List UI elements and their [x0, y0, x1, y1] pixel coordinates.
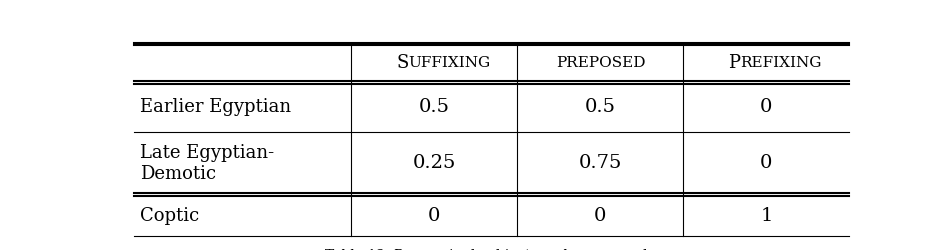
Text: 0.5: 0.5 — [419, 98, 450, 116]
Text: Earlier Egyptian: Earlier Egyptian — [140, 98, 290, 116]
Text: 0: 0 — [428, 206, 441, 224]
Text: 0.75: 0.75 — [579, 154, 622, 172]
Text: P: P — [728, 54, 740, 72]
Text: 0: 0 — [761, 154, 773, 172]
Text: S: S — [396, 54, 408, 72]
Text: 0: 0 — [594, 206, 606, 224]
Text: Table 12: Pronominal subject markers on verbs: Table 12: Pronominal subject markers on … — [325, 248, 659, 250]
Text: Late Egyptian-
Demotic: Late Egyptian- Demotic — [140, 144, 274, 182]
Text: 1: 1 — [761, 206, 773, 224]
Text: UFFIXING: UFFIXING — [407, 56, 490, 70]
Text: 0: 0 — [761, 98, 773, 116]
Text: 0.25: 0.25 — [413, 154, 456, 172]
Text: PREPOSED: PREPOSED — [556, 56, 645, 70]
Text: 0.5: 0.5 — [585, 98, 616, 116]
Text: REFIXING: REFIXING — [740, 56, 822, 70]
Text: Coptic: Coptic — [140, 206, 199, 224]
